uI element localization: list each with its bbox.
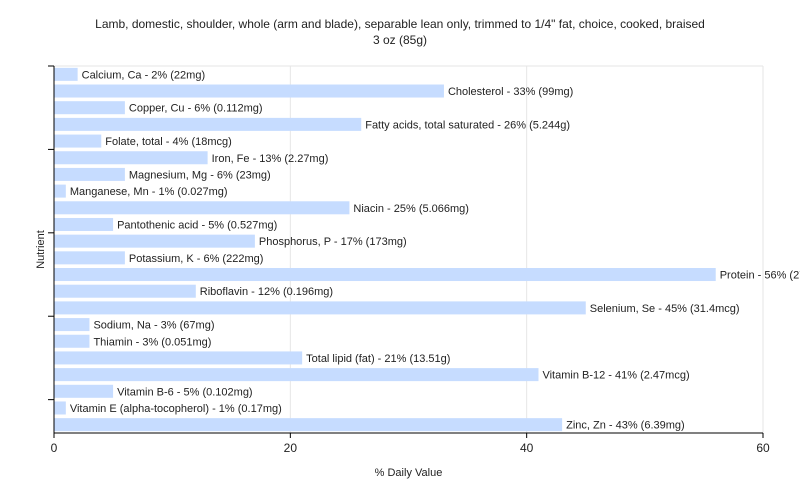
bar-label: Potassium, K - 6% (222mg)	[129, 253, 264, 265]
bar-label: Vitamin B-6 - 5% (0.102mg)	[117, 386, 253, 398]
bar-label: Protein - 56% (27.89g)	[720, 270, 800, 282]
bar	[54, 301, 586, 315]
bar	[54, 167, 125, 181]
bar	[54, 334, 90, 348]
bar	[54, 268, 716, 282]
bar-label: Niacin - 25% (5.066mg)	[353, 203, 469, 215]
bar-label: Total lipid (fat) - 21% (13.51g)	[306, 353, 450, 365]
bar-label: Calcium, Ca - 2% (22mg)	[82, 69, 205, 81]
bar-label: Cholesterol - 33% (99mg)	[448, 86, 573, 98]
bar-label: Riboflavin - 12% (0.196mg)	[200, 286, 333, 298]
bar	[54, 134, 102, 148]
x-tick-label: 60	[756, 441, 770, 455]
bar-label: Iron, Fe - 13% (2.27mg)	[212, 153, 329, 165]
bar-label: Fatty acids, total saturated - 26% (5.24…	[365, 119, 570, 131]
bar	[54, 84, 444, 98]
bar-layer: Calcium, Ca - 2% (22mg) Cholesterol - 33%…	[54, 67, 800, 432]
bar-label: Zinc, Zn - 43% (6.39mg)	[566, 420, 685, 432]
x-tick-label: 20	[284, 441, 298, 455]
bar-label: Magnesium, Mg - 6% (23mg)	[129, 169, 271, 181]
chart-title-line-2: 3 oz (85g)	[372, 33, 428, 47]
bar	[54, 284, 196, 298]
bar	[54, 151, 208, 165]
bar	[54, 217, 114, 231]
bar	[54, 384, 114, 398]
bar	[54, 401, 66, 415]
bar	[54, 351, 303, 365]
bar	[54, 251, 125, 265]
bar-label: Pantothenic acid - 5% (0.527mg)	[117, 219, 277, 231]
bar	[54, 234, 255, 248]
bar	[54, 368, 539, 382]
bar-label: Vitamin B-12 - 41% (2.47mcg)	[542, 370, 689, 382]
x-tick-label: 40	[520, 441, 534, 455]
bar-label: Copper, Cu - 6% (0.112mg)	[129, 103, 263, 115]
bar	[54, 184, 66, 198]
bar-label: Thiamin - 3% (0.051mg)	[93, 336, 211, 348]
bar-label: Selenium, Se - 45% (31.4mcg)	[590, 303, 740, 315]
bar-label: Manganese, Mn - 1% (0.027mg)	[70, 186, 228, 198]
bar-label: Phosphorus, P - 17% (173mg)	[259, 236, 407, 248]
bar-label: Sodium, Na - 3% (67mg)	[93, 320, 214, 332]
bar	[54, 117, 362, 131]
axis-layer: 0 20 40 60	[48, 65, 770, 455]
chart-title: Lamb, domestic, shoulder, whole (arm and…	[0, 16, 800, 48]
x-tick-label: 0	[51, 441, 58, 455]
bar	[54, 201, 350, 215]
bar	[54, 67, 78, 81]
y-axis-label: Nutrient	[35, 230, 47, 269]
x-axis-label: % Daily Value	[375, 467, 443, 479]
bar	[54, 418, 563, 432]
bar-label: Vitamin E (alpha-tocopherol) - 1% (0.17m…	[70, 403, 282, 415]
bar	[54, 318, 90, 332]
bar-label: Folate, total - 4% (18mcg)	[105, 136, 232, 148]
chart-title-line-1: Lamb, domestic, shoulder, whole (arm and…	[95, 17, 705, 31]
bar	[54, 101, 125, 115]
